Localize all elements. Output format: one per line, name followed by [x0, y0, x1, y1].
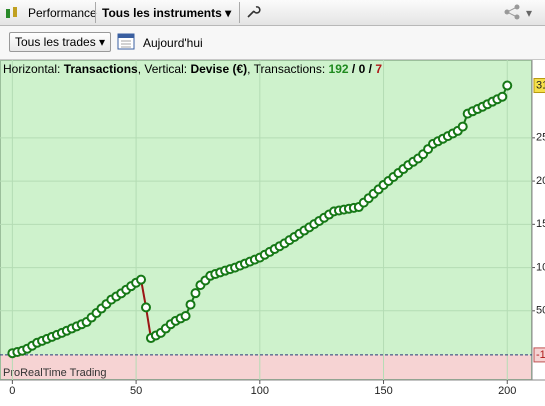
- y-axis-title: Devise (€): [190, 62, 248, 76]
- baseline-badge: [533, 347, 545, 363]
- last-value-badge: [533, 78, 545, 94]
- x-axis-title: Transactions: [63, 62, 138, 76]
- header-text: , Transactions:: [247, 62, 326, 76]
- separator: [95, 2, 96, 23]
- app-icon: [6, 7, 17, 18]
- filter-bar: Tous les trades ▾ Aujourd'hui: [0, 26, 545, 60]
- trades-label: Tous les trades: [15, 35, 96, 49]
- header-text: Horizontal:: [3, 62, 61, 76]
- x-tick-label: 0: [9, 385, 15, 397]
- header-text: , Vertical:: [137, 62, 188, 76]
- y-tick-label: 1000: [536, 261, 545, 273]
- last-value-label: 3105: [536, 79, 545, 91]
- y-tick-label: 1500: [536, 218, 545, 230]
- win-count: 192: [328, 62, 349, 76]
- separator-text: /: [351, 62, 356, 76]
- share-icon[interactable]: [503, 3, 523, 21]
- y-tick-label: 2000: [536, 175, 545, 187]
- y-tick-label: 2500: [536, 132, 545, 144]
- trade-marker: [136, 274, 147, 285]
- profit-zone: [0, 60, 532, 355]
- toolbar: Performance Tous les instruments ▾ ▾: [0, 0, 545, 26]
- y-tick-label: 500: [536, 305, 545, 317]
- instrument-label: Tous les instruments: [102, 6, 222, 20]
- trade-marker: [190, 288, 201, 299]
- calendar-icon[interactable]: [117, 31, 137, 51]
- wrench-icon[interactable]: [245, 4, 261, 20]
- trade-marker: [180, 311, 191, 321]
- chart-header: Horizontal: Transactions, Vertical: Devi…: [3, 62, 382, 76]
- trade-marker: [140, 302, 151, 313]
- trade-marker: [185, 299, 196, 310]
- x-tick-label: 50: [130, 385, 142, 397]
- date-filter[interactable]: Aujourd'hui: [143, 36, 203, 50]
- x-tick-label: 100: [251, 385, 269, 397]
- neutral-count: 0: [358, 62, 366, 76]
- tab-performance[interactable]: Performance: [28, 6, 97, 20]
- trade-marker: [457, 121, 468, 132]
- baseline-label: -10: [536, 349, 545, 361]
- chevron[interactable]: ▾: [526, 6, 533, 20]
- equity-segment: [145, 307, 152, 339]
- instrument-select[interactable]: Tous les instruments ▾: [102, 6, 232, 20]
- trade-marker: [502, 80, 513, 91]
- x-tick-label: 200: [498, 385, 516, 397]
- trade-marker: [497, 91, 508, 102]
- separator-text: /: [368, 62, 372, 76]
- loss-zone: [0, 354, 532, 380]
- watermark: ProRealTime Trading: [3, 367, 107, 379]
- loss-count: 7: [375, 62, 382, 76]
- trades-dropdown[interactable]: Tous les trades ▾: [9, 32, 112, 52]
- separator: [239, 2, 240, 23]
- x-tick-label: 150: [374, 385, 392, 397]
